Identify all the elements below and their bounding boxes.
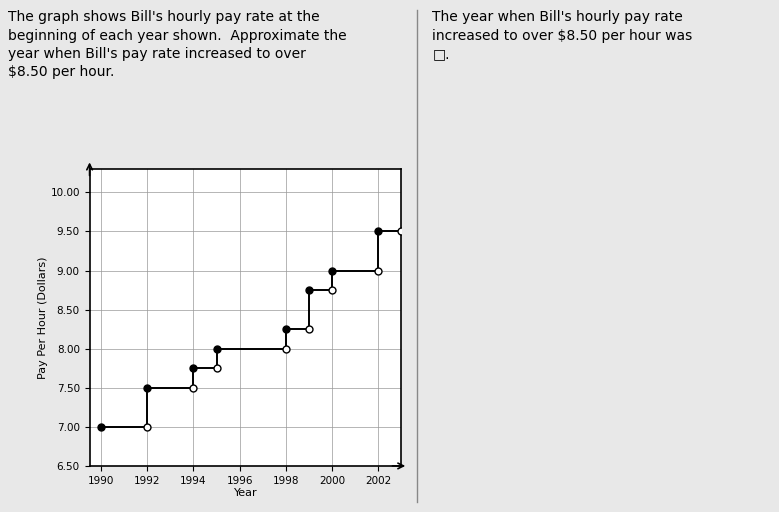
X-axis label: Year: Year xyxy=(234,488,257,498)
Text: The graph shows Bill's hourly pay rate at the
beginning of each year shown.  App: The graph shows Bill's hourly pay rate a… xyxy=(8,10,347,79)
Text: The year when Bill's hourly pay rate
increased to over $8.50 per hour was
□.: The year when Bill's hourly pay rate inc… xyxy=(432,10,693,61)
Y-axis label: Pay Per Hour (Dollars): Pay Per Hour (Dollars) xyxy=(37,256,48,379)
